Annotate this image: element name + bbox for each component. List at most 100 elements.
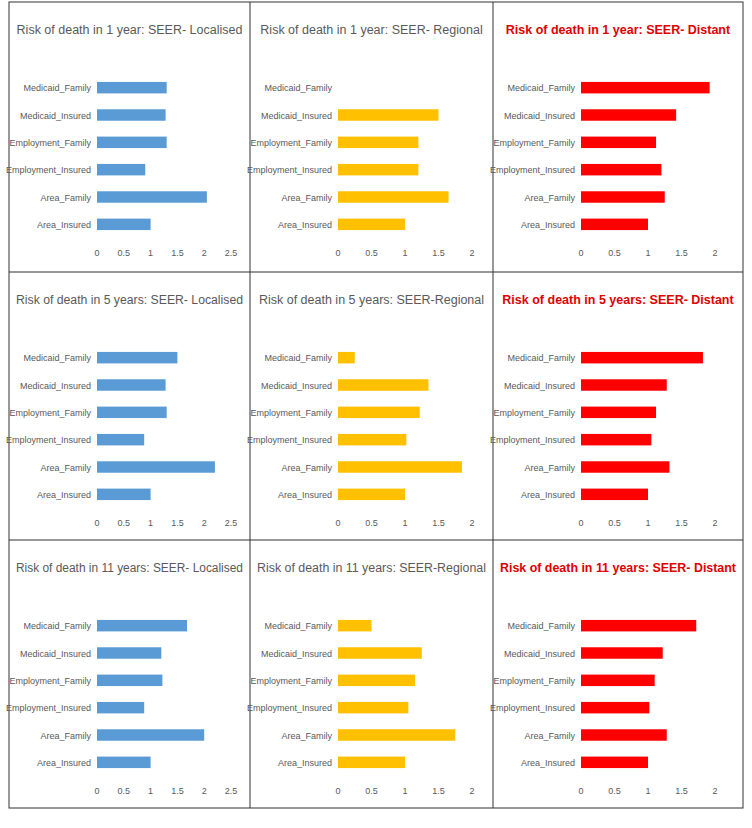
category-label: Area_Insured: [37, 490, 91, 500]
category-label: Medicaid_Family: [23, 83, 91, 93]
category-label: Employment_Insured: [247, 703, 332, 713]
chart: Risk of death in 11 years: SEER- Localis…: [6, 561, 243, 796]
tick-label: 0.5: [365, 248, 378, 258]
category-label: Employment_Family: [250, 408, 332, 418]
category-label: Area_Insured: [521, 758, 575, 768]
tick-label: 1.5: [432, 248, 445, 258]
tick-label: 1: [645, 786, 650, 796]
chart-title: Risk of death in 5 years: SEER- Distant: [502, 293, 734, 307]
category-label: Employment_Family: [9, 138, 91, 148]
tick-label: 0: [335, 248, 340, 258]
bar: [338, 164, 418, 175]
category-label: Medicaid_Insured: [261, 649, 332, 659]
category-label: Medicaid_Insured: [504, 381, 575, 391]
bar: [581, 702, 649, 713]
tick-label: 0: [335, 518, 340, 528]
tick-label: 0.5: [365, 786, 378, 796]
category-label: Employment_Insured: [490, 703, 575, 713]
bar: [581, 219, 648, 230]
bar: [338, 620, 372, 631]
category-label: Medicaid_Insured: [504, 111, 575, 121]
chart: Risk of death in 11 years: SEER- Distant…: [490, 561, 737, 796]
bar: [97, 379, 166, 390]
tick-label: 2: [202, 786, 207, 796]
bar: [97, 407, 167, 418]
tick-label: 2: [202, 248, 207, 258]
bar: [338, 434, 406, 445]
category-label: Area_Family: [281, 463, 332, 473]
chart-title: Risk of death in 11 years: SEER- Localis…: [16, 561, 243, 575]
tick-label: 1: [645, 248, 650, 258]
bar: [338, 702, 408, 713]
chart: Risk of death in 1 year: SEER- DistantAr…: [490, 23, 731, 258]
chart-title: Risk of death in 5 years: SEER-Regional: [259, 293, 484, 307]
tick-label: 0.5: [365, 518, 378, 528]
bar: [581, 82, 710, 93]
tick-label: 0: [94, 518, 99, 528]
category-label: Medicaid_Insured: [504, 649, 575, 659]
cell-border: [9, 540, 743, 541]
bar: [97, 757, 151, 768]
bar: [338, 137, 418, 148]
tick-label: 1: [402, 786, 407, 796]
category-label: Employment_Family: [250, 138, 332, 148]
category-label: Employment_Insured: [6, 435, 91, 445]
tick-label: 1.5: [171, 248, 184, 258]
bar: [581, 757, 648, 768]
category-label: Area_Insured: [521, 490, 575, 500]
category-label: Medicaid_Insured: [20, 381, 91, 391]
category-label: Employment_Family: [250, 676, 332, 686]
bar: [97, 109, 166, 120]
category-label: Medicaid_Family: [23, 621, 91, 631]
tick-label: 1: [148, 248, 153, 258]
bar: [338, 82, 339, 93]
category-label: Employment_Family: [493, 676, 575, 686]
category-label: Medicaid_Family: [264, 621, 332, 631]
chart: Risk of death in 1 year: SEER- Localised…: [6, 23, 242, 258]
bar: [97, 352, 177, 363]
tick-label: 0.5: [118, 248, 131, 258]
bar: [97, 461, 215, 472]
bars: [581, 620, 696, 768]
bar: [581, 352, 703, 363]
tick-label: 1.5: [675, 518, 688, 528]
tick-label: 0.5: [608, 518, 621, 528]
tick-label: 0: [578, 248, 583, 258]
category-label: Area_Family: [524, 731, 575, 741]
tick-label: 1: [402, 518, 407, 528]
bar: [338, 675, 415, 686]
category-label: Area_Insured: [278, 220, 332, 230]
bar: [338, 647, 422, 658]
category-label: Area_Family: [524, 193, 575, 203]
category-label: Medicaid_Insured: [20, 649, 91, 659]
tick-label: 1.5: [432, 786, 445, 796]
bar: [581, 461, 669, 472]
bar: [581, 109, 676, 120]
bar: [97, 137, 167, 148]
category-label: Area_Family: [281, 731, 332, 741]
tick-label: 1: [148, 518, 153, 528]
chart: Risk of death in 5 years: SEER- Distant A…: [490, 293, 735, 528]
tick-label: 0: [94, 786, 99, 796]
category-label: Medicaid_Insured: [261, 111, 332, 121]
category-label: Medicaid_Family: [507, 621, 575, 631]
bar: [581, 164, 661, 175]
chart-title: Risk of death in 11 years: SEER- Distant: [500, 561, 737, 575]
bar: [581, 191, 665, 202]
bar: [97, 647, 161, 658]
category-label: Employment_Family: [493, 138, 575, 148]
tick-label: 2.5: [225, 248, 238, 258]
bar: [581, 729, 667, 740]
category-label: Employment_Insured: [247, 435, 332, 445]
tick-label: 0: [335, 786, 340, 796]
cell-border: [250, 2, 251, 808]
bar: [581, 379, 667, 390]
chart: Risk of death in 1 year: SEER- RegionalA…: [247, 23, 483, 258]
tick-label: 1: [402, 248, 407, 258]
bar: [338, 109, 439, 120]
bar: [97, 82, 167, 93]
bars: [581, 82, 710, 230]
category-label: Employment_Insured: [490, 165, 575, 175]
cell-border: [493, 2, 494, 808]
tick-label: 0.5: [118, 518, 131, 528]
